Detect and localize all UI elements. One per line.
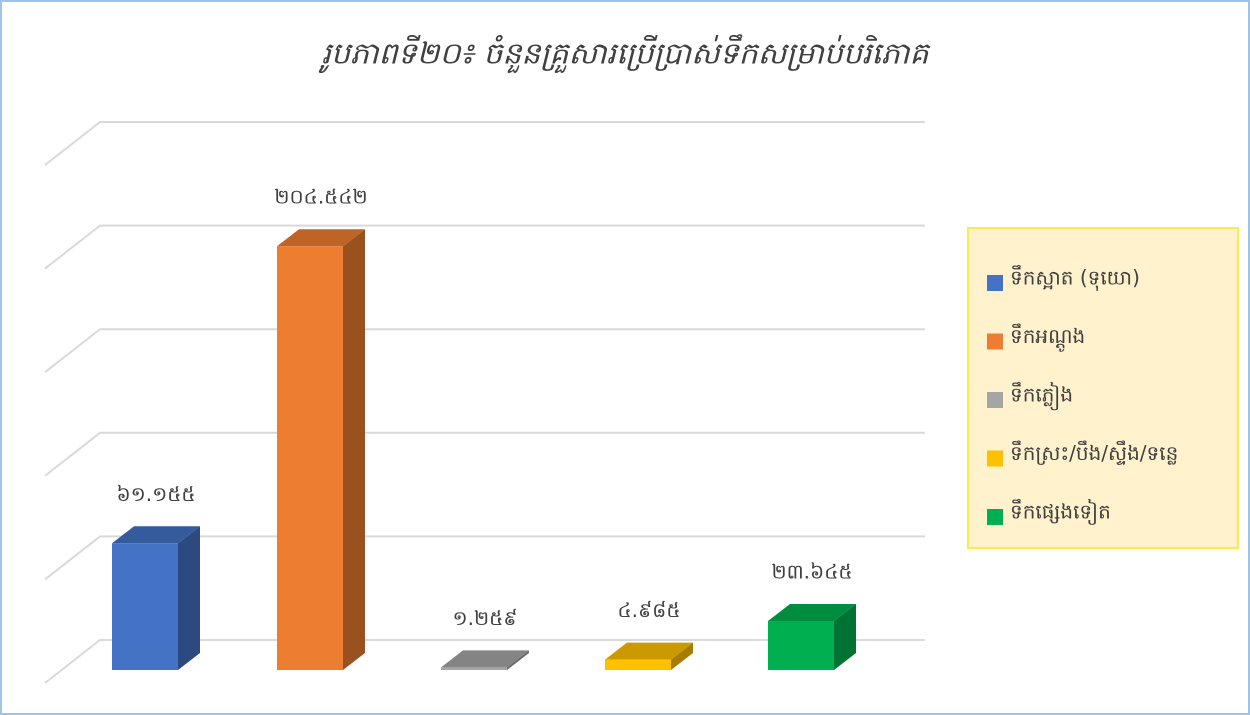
chart-title: រូបភាពទី២០៖ ចំនួនគ្រួសារប្រើប្រាស់ទឹកសម្…: [318, 34, 931, 74]
grid-line: [44, 431, 925, 477]
bar: [277, 229, 365, 671]
bar: [605, 642, 693, 670]
grid-line: [44, 535, 925, 581]
legend-label: ទឹកអណ្តូង: [1010, 323, 1085, 352]
bar-top: [112, 526, 200, 544]
bar-side: [671, 642, 693, 670]
grid-line: [44, 328, 925, 373]
bar-side: [834, 604, 856, 670]
data-label: ២៣.៦៤៥: [771, 560, 852, 584]
bar-front: [277, 246, 343, 671]
bar-side: [507, 650, 529, 670]
bar-side: [343, 229, 365, 671]
grid-line: [44, 224, 925, 270]
bar: [441, 650, 529, 670]
grid-line: [44, 639, 925, 684]
bar-top: [441, 650, 529, 668]
legend-label: ទឹកភ្លៀង: [1010, 382, 1073, 411]
legend-swatch: [987, 333, 1003, 350]
data-label: ៤.៩៨៥: [618, 598, 681, 622]
bar-top: [768, 604, 856, 622]
grid-line: [44, 121, 925, 166]
data-label: ១.២៥៩: [453, 606, 518, 630]
bar-front: [605, 659, 671, 670]
bar-front: [768, 621, 834, 670]
legend-swatch: [987, 275, 1003, 291]
legend-label: ទឹកផ្សេងទៀត: [1010, 499, 1111, 526]
data-label: ៦១.១៥៥: [116, 482, 195, 506]
bar: [112, 526, 200, 670]
legend-swatch: [987, 450, 1003, 467]
bar-side: [178, 526, 200, 670]
bar: [768, 604, 856, 670]
bar-top: [277, 229, 365, 247]
legend-swatch: [987, 392, 1003, 408]
legend-label: ទឹកស្អាត (ទុយោ): [1010, 265, 1140, 292]
bar-top: [605, 642, 693, 660]
legend-swatch: [987, 509, 1003, 525]
legend-label: ទឹកស្រះ/បឹង/ស្ទឹង/ទន្លេ: [1010, 440, 1178, 465]
bar-front: [112, 543, 178, 670]
legend-box: [967, 227, 1239, 549]
bar-front: [441, 667, 507, 670]
data-label: ២០៤.៥៤២: [274, 185, 367, 209]
